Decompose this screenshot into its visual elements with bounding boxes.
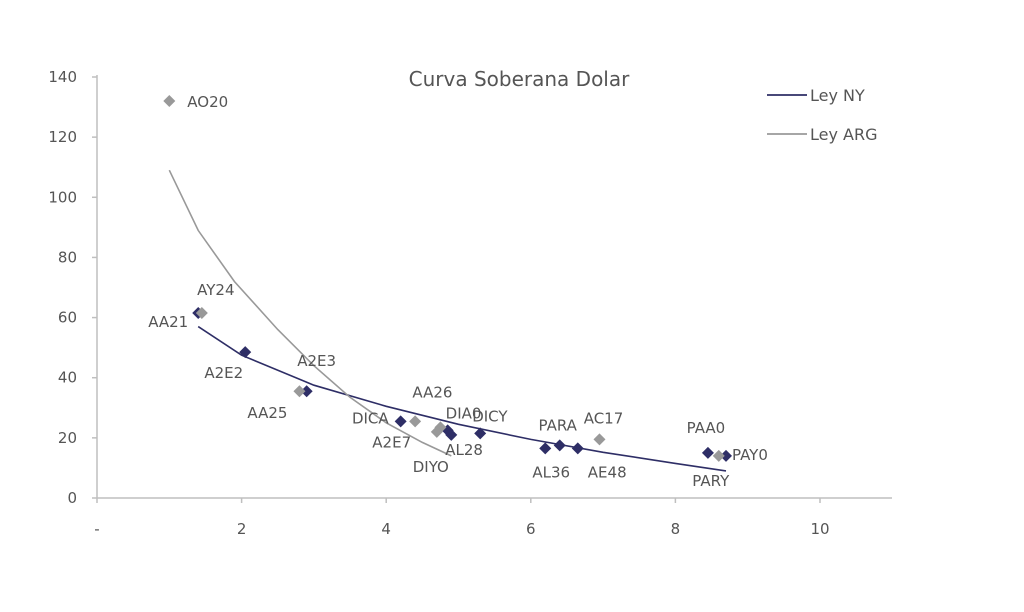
point-label-pary: PARY [692,472,730,490]
x-tick-label: - [94,520,99,538]
y-tick-label: 100 [48,188,77,206]
data-points [163,95,733,462]
trend-line-1 [168,169,452,457]
y-tick-label: 40 [58,369,77,387]
x-tick-label: 4 [381,520,391,538]
data-point-a2e2 [239,346,252,359]
y-tick-label: 0 [67,489,77,507]
data-point-al36 [539,442,552,455]
data-point-al28 [445,428,458,441]
point-label-ay24: AY24 [197,281,234,299]
point-label-al28: AL28 [445,441,483,459]
point-label-dia0: DIA0 [446,404,482,422]
x-tick-label: 2 [237,520,247,538]
point-label-dica: DICA [352,409,389,427]
point-label-aa21: AA21 [148,313,188,331]
x-tick-label: 8 [671,520,681,538]
axes: 0 20 40 60 80 100 120 140 - 2 4 6 8 10 [48,68,892,538]
data-point-pay0 [720,449,733,462]
data-point-ac17 [593,433,606,446]
legend: Ley NY Ley ARG [767,86,878,144]
chart-title: Curva Soberana Dolar [409,67,630,91]
data-point-dicy [474,427,487,440]
y-tick-label: 60 [58,309,77,327]
point-label-para: PARA [539,416,578,434]
data-point-paa0 [701,446,714,459]
data-point-ao20 [163,95,176,108]
trend-line-0 [197,325,727,472]
data-point-dica [394,415,407,428]
point-label-dicy: DICY [472,407,508,425]
point-label-ac17: AC17 [584,409,624,427]
point-labels: AA21 A2E2 A2E3 DICA DIA0 AL28 DICY AL36 PARA AE48… [148,93,768,490]
point-label-aa25: AA25 [247,404,287,422]
point-label-a2e2: A2E2 [204,364,243,382]
point-label-al36: AL36 [532,463,570,481]
data-point-ay24 [195,307,208,320]
legend-label-1: Ley ARG [810,125,878,144]
legend-label-0: Ley NY [810,86,865,105]
data-point-a2e3 [300,385,313,398]
x-tick-label: 6 [526,520,536,538]
data-point-ae48 [571,442,584,455]
y-tick-label: 140 [48,68,77,86]
point-label-ao20: AO20 [187,93,228,111]
point-label-a2e3: A2E3 [297,352,336,370]
data-point-para [553,439,566,452]
trend-lines [168,169,727,472]
point-label-a2e7: A2E7 [372,433,411,451]
point-label-ae48: AE48 [588,463,627,481]
x-tick-label: 10 [810,520,829,538]
y-tick-label: 80 [58,248,77,266]
data-point-diyo [430,425,443,438]
data-point-aa25 [293,385,306,398]
data-point-a2e7 [409,415,422,428]
data-point-pary [712,449,725,462]
point-label-paa0: PAA0 [687,419,726,437]
point-label-diyo: DIYO [413,458,449,476]
point-label-pay0: PAY0 [732,446,768,464]
point-label-aa26: AA26 [412,383,452,401]
y-tick-label: 20 [58,429,77,447]
y-tick-label: 120 [48,128,77,146]
